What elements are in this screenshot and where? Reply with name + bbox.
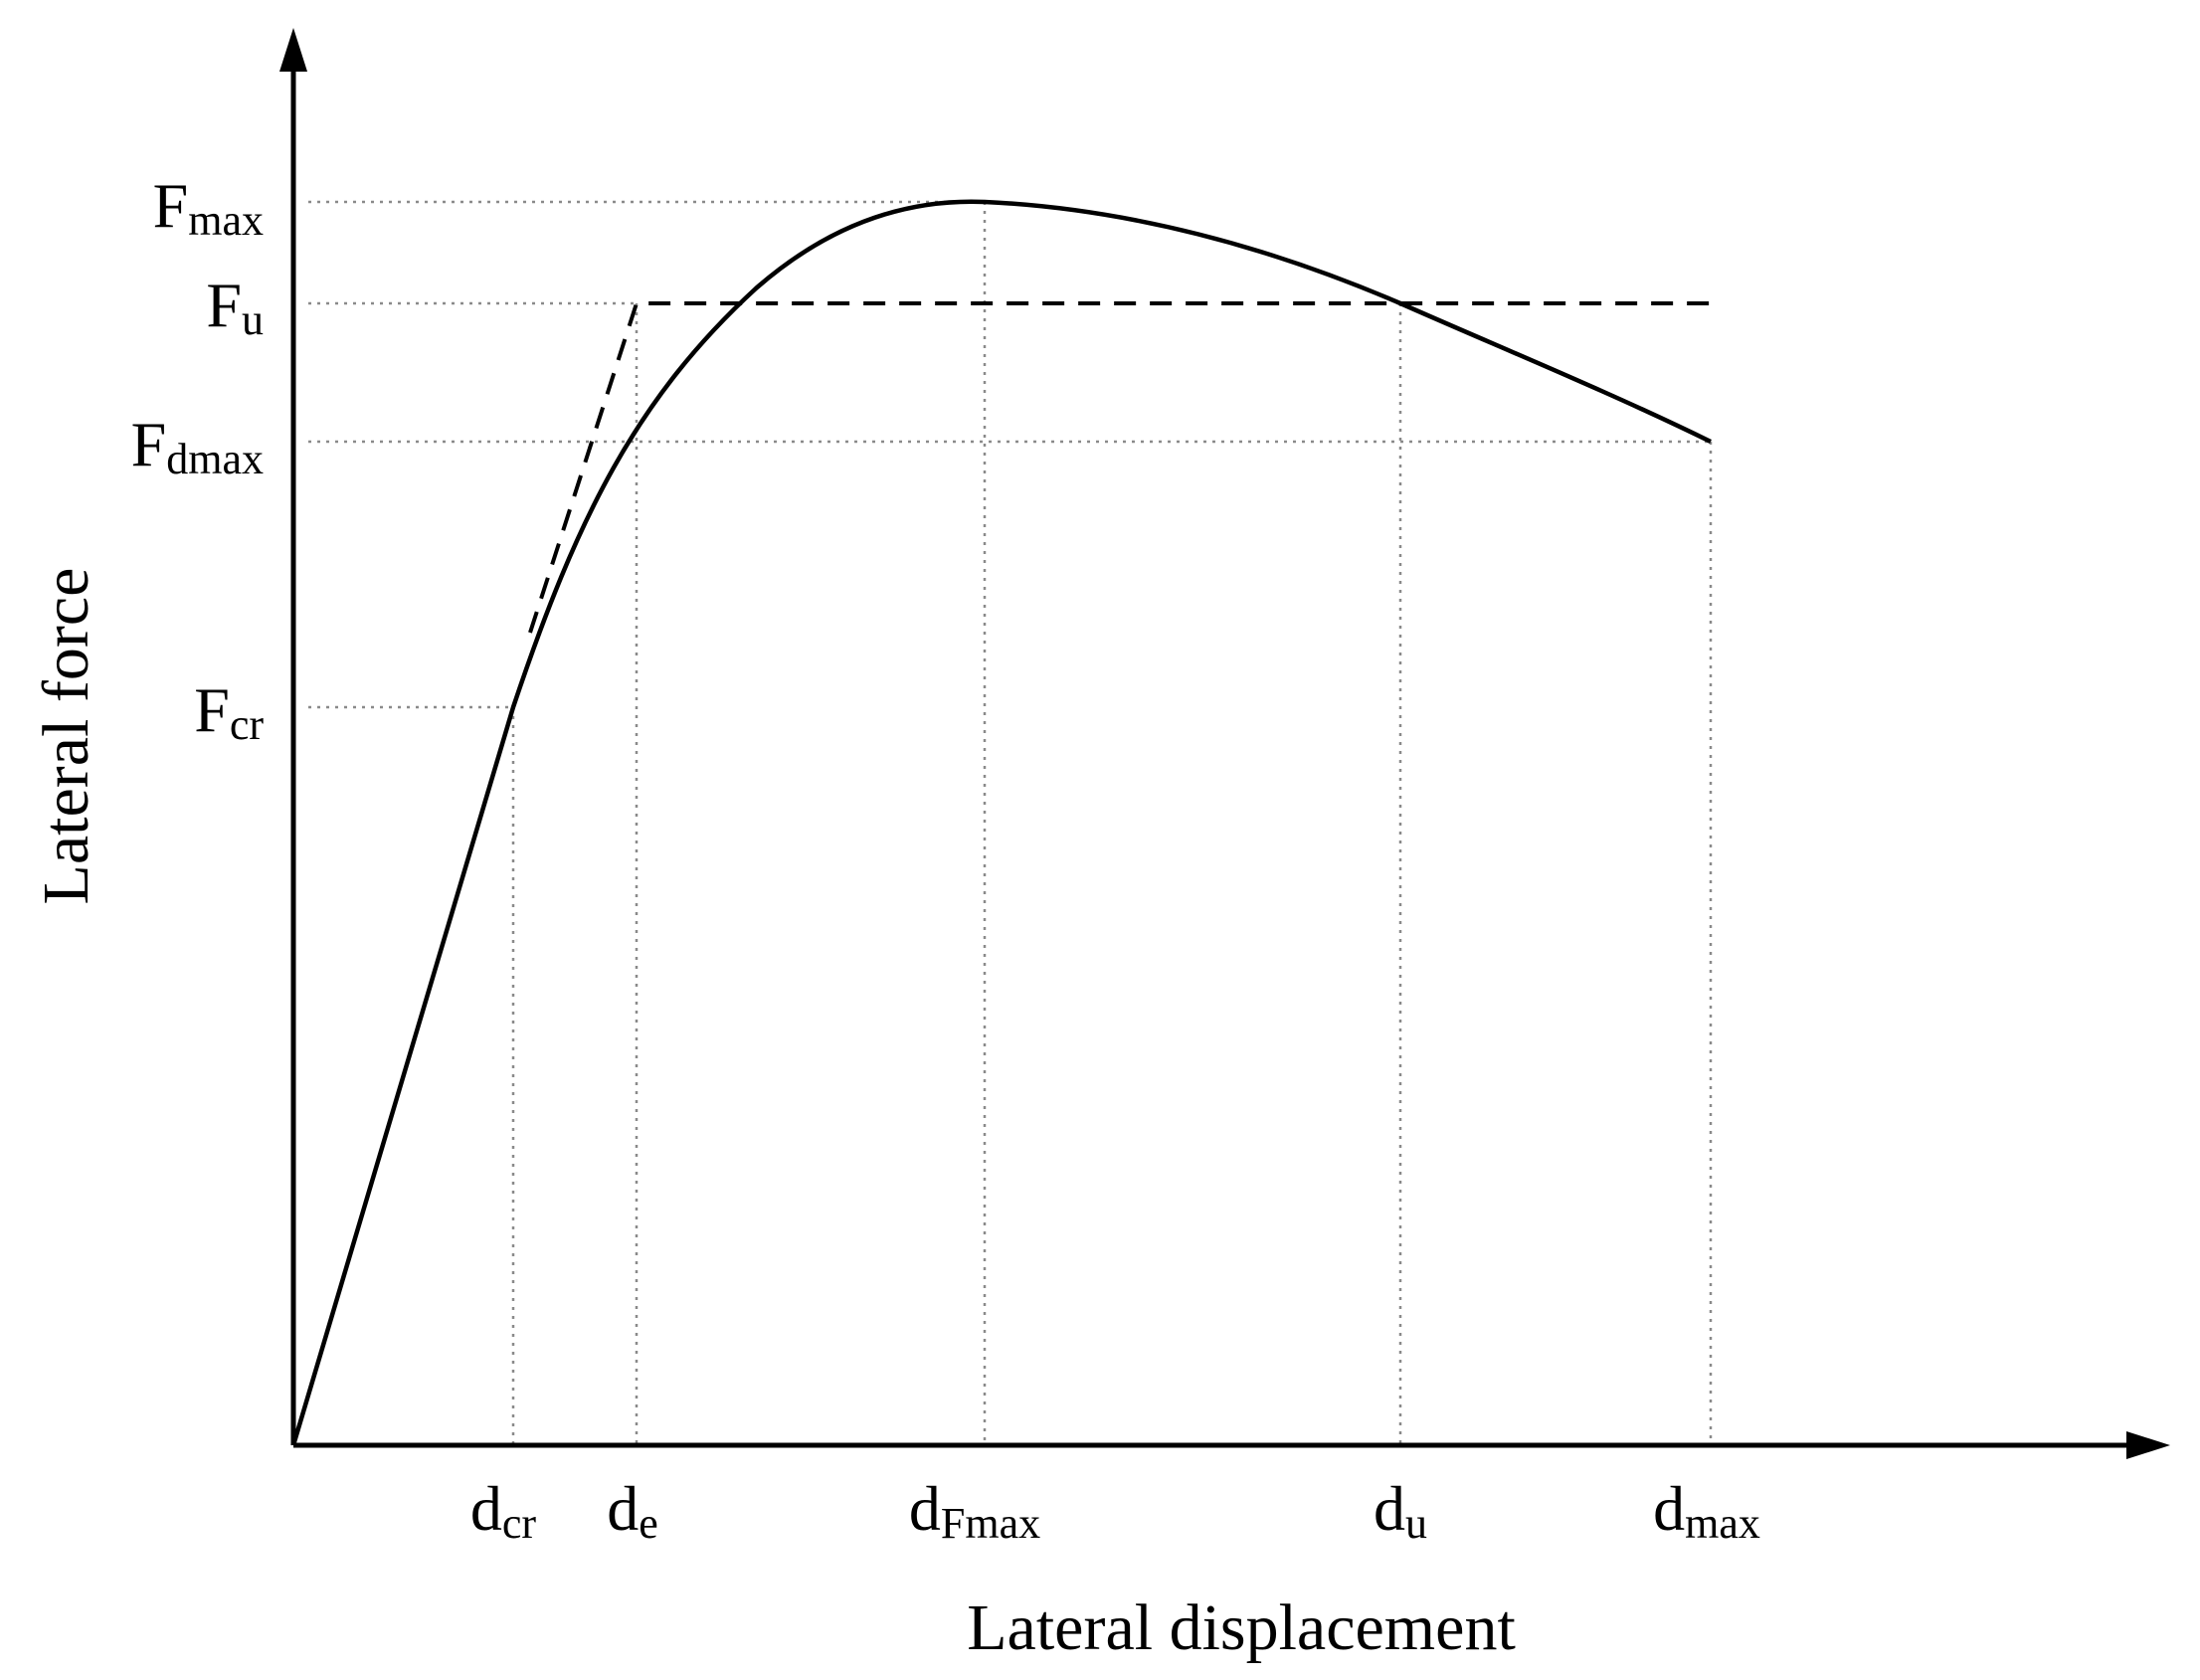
idealized-bilinear-curve: [528, 301, 1713, 634]
label-d-e: de: [607, 1473, 658, 1548]
axes: [279, 28, 2170, 1459]
label-f-dmax: Fdmax: [131, 409, 264, 483]
force-displacement-curve: [290, 199, 1712, 1446]
label-d-max: dmax: [1653, 1473, 1760, 1548]
label-d-u: du: [1374, 1473, 1427, 1548]
label-f-max: Fmax: [153, 170, 264, 245]
x-axis-arrowhead: [2126, 1431, 2170, 1459]
label-f-cr: Fcr: [194, 674, 264, 749]
y-axis-title: Lateral force: [30, 568, 102, 905]
label-f-u: Fu: [206, 270, 264, 344]
x-axis-title: Lateral displacement: [967, 1591, 1516, 1664]
label-d-fmax: dFmax: [909, 1473, 1040, 1548]
guide-lines: [308, 200, 1713, 1445]
label-d-cr: dcr: [470, 1473, 537, 1548]
y-axis-arrowhead: [279, 28, 307, 72]
